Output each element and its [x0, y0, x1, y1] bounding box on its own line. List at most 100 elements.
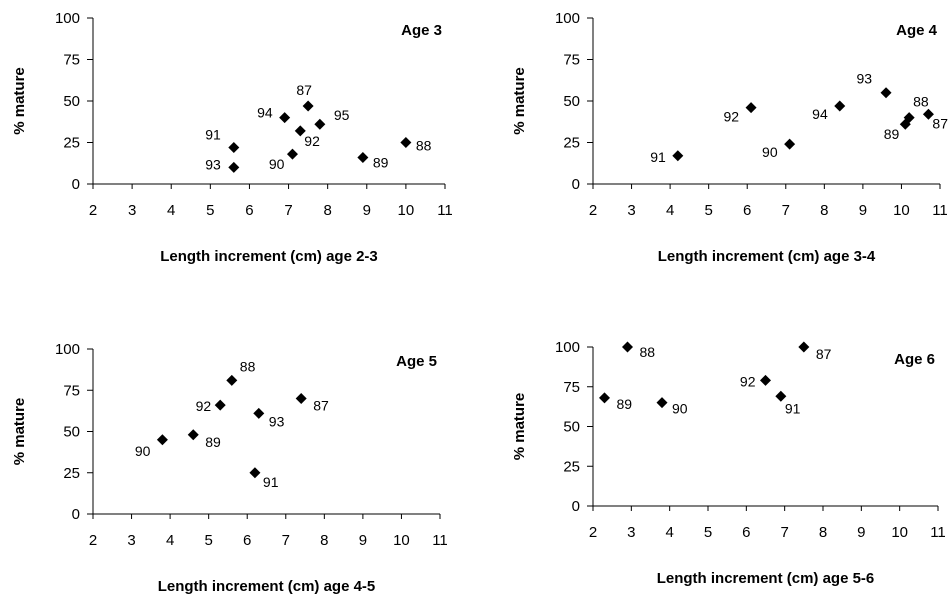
x-tick-label: 10 [893, 202, 910, 219]
data-point [834, 100, 846, 112]
data-point-label: 91 [205, 126, 221, 142]
x-tick-label: 6 [742, 524, 750, 541]
data-point-label: 88 [416, 138, 432, 154]
x-tick-label: 7 [782, 202, 790, 219]
y-tick-label: 75 [563, 379, 580, 396]
data-point [214, 399, 226, 411]
x-tick-label: 5 [704, 524, 712, 541]
data-point-label: 93 [205, 156, 221, 172]
y-tick-label: 0 [572, 498, 580, 515]
data-point [599, 392, 610, 404]
y-axis-title: % mature [11, 67, 28, 135]
data-point-label: 92 [196, 398, 212, 414]
y-tick-label: 75 [63, 52, 80, 69]
y-tick-label: 0 [572, 176, 580, 193]
data-point-label: 93 [269, 413, 285, 429]
y-tick-label: 100 [555, 10, 580, 27]
y-tick-label: 50 [563, 419, 580, 436]
data-point-label: 90 [135, 443, 151, 459]
x-tick-label: 2 [589, 524, 597, 541]
x-tick-label: 11 [432, 532, 448, 549]
data-point [253, 407, 265, 419]
data-point-label: 94 [257, 105, 273, 121]
data-point-label: 91 [263, 474, 279, 490]
data-point [880, 87, 892, 99]
data-point [775, 390, 787, 402]
data-point-label: 88 [240, 358, 256, 374]
data-point [899, 118, 911, 130]
x-tick-label: 11 [930, 524, 946, 541]
x-tick-label: 9 [859, 202, 867, 219]
x-tick-label: 2 [89, 202, 97, 219]
y-tick-label: 0 [72, 506, 80, 523]
y-tick-label: 100 [55, 341, 80, 358]
data-point [226, 374, 238, 386]
y-tick-label: 50 [563, 93, 580, 110]
data-point-label: 90 [672, 401, 688, 417]
data-point [314, 118, 326, 130]
data-point [249, 467, 261, 479]
x-tick-label: 6 [743, 202, 751, 219]
y-axis-title: % mature [11, 398, 28, 466]
chart-panel-age-6: 0 25 50 75 100 2 3 4 5 6 7 8 9 10 11 Age 6 Length increm… [475, 298, 950, 596]
x-tick-label: 10 [393, 532, 410, 549]
chart-title: Age 3 [401, 22, 442, 39]
x-tick-label: 8 [820, 202, 828, 219]
data-point-label: 88 [640, 344, 656, 360]
data-point [903, 112, 915, 124]
x-tick-label: 4 [166, 532, 174, 549]
data-point [798, 341, 810, 353]
x-tick-label: 11 [437, 202, 453, 219]
data-point [745, 102, 757, 114]
x-tick-label: 3 [128, 202, 136, 219]
x-tick-label: 4 [666, 202, 674, 219]
x-tick-label: 5 [704, 202, 712, 219]
x-tick-label: 4 [665, 524, 673, 541]
data-point-label: 92 [304, 133, 320, 149]
x-tick-label: 2 [89, 532, 97, 549]
data-point [294, 125, 306, 137]
x-tick-label: 5 [204, 532, 212, 549]
x-tick-label: 9 [359, 532, 367, 549]
x-tick-label: 10 [398, 202, 415, 219]
x-tick-label: 8 [819, 524, 827, 541]
data-point [187, 429, 199, 441]
data-point [156, 434, 168, 446]
chart-title: Age 6 [894, 351, 935, 368]
x-tick-label: 9 [363, 202, 371, 219]
x-axis-title: Length increment (cm) age 2-3 [160, 248, 378, 265]
chart-panel-age-3: 0 25 50 75 100 2 3 4 5 6 7 8 9 10 11 Age 3 Length increm… [0, 0, 475, 298]
x-tick-label: 7 [282, 532, 290, 549]
y-tick-label: 25 [563, 458, 580, 475]
data-point [656, 397, 668, 409]
y-tick-label: 100 [555, 339, 580, 356]
chart-title: Age 5 [396, 353, 437, 370]
data-point-label: 91 [650, 149, 666, 165]
data-point-label: 92 [723, 109, 739, 125]
data-point-label: 89 [373, 154, 389, 170]
data-point [228, 141, 240, 153]
x-tick-label: 7 [780, 524, 788, 541]
data-point-label: 89 [205, 434, 221, 450]
x-tick-label: 9 [857, 524, 865, 541]
data-point-label: 94 [812, 106, 828, 122]
data-point-label: 91 [785, 400, 801, 416]
data-point-label: 90 [269, 156, 285, 172]
x-tick-label: 4 [167, 202, 175, 219]
x-tick-label: 6 [245, 202, 253, 219]
data-point-label: 88 [913, 94, 929, 110]
data-point [228, 161, 240, 173]
x-tick-label: 3 [627, 202, 635, 219]
x-tick-label: 3 [127, 532, 135, 549]
x-axis-title: Length increment (cm) age 4-5 [158, 578, 376, 595]
data-point-label: 87 [296, 82, 312, 98]
x-tick-label: 8 [320, 532, 328, 549]
data-point-label: 90 [762, 144, 778, 160]
y-tick-label: 75 [63, 382, 80, 399]
y-tick-label: 25 [63, 465, 80, 482]
data-point [279, 112, 291, 124]
